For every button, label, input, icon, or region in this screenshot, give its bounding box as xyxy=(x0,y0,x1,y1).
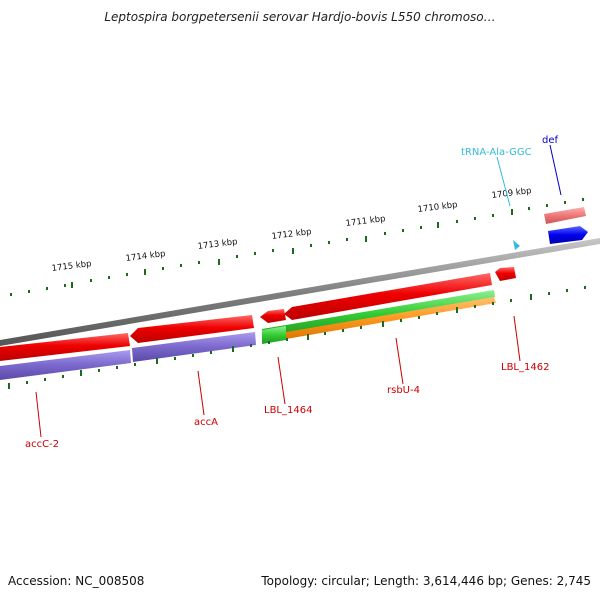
feature-orange-bar[interactable] xyxy=(286,297,496,339)
feature-def-arrow[interactable] xyxy=(548,226,588,244)
scale-labels: 1715 kbp 1714 kbp 1713 kbp 1712 kbp 1711… xyxy=(51,186,532,274)
inner-scale-dots xyxy=(8,286,586,389)
feature-LBL_1464-arrow[interactable] xyxy=(260,309,286,323)
accession-text: Accession: NC_008508 xyxy=(8,574,145,588)
feature-labels: accC-2 accA LBL_1464 rsbU-4 LBL_1462 tRN… xyxy=(25,135,559,450)
feature-LBL_1462-arrow[interactable] xyxy=(495,267,516,281)
scale-label-1713: 1713 kbp xyxy=(197,237,238,252)
leader-lines xyxy=(35,144,562,438)
feature-accC-2-gene[interactable] xyxy=(0,350,131,380)
trna-marker[interactable] xyxy=(513,240,520,250)
scale-label-1712: 1712 kbp xyxy=(271,227,312,242)
topology-summary: Topology: circular; Length: 3,614,446 bp… xyxy=(261,574,591,588)
map-title: Leptospira borgpetersenii serovar Hardjo… xyxy=(104,10,496,24)
feature-accC-2-arrow[interactable] xyxy=(0,333,130,361)
chromosome-backbone xyxy=(0,238,600,346)
label-LBL_1464: LBL_1464 xyxy=(264,405,312,416)
label-rsbU-4: rsbU-4 xyxy=(387,385,420,396)
feature-rsbU-4-arrow[interactable] xyxy=(284,273,492,320)
scale-label-1714: 1714 kbp xyxy=(125,249,166,264)
feature-pink-block[interactable] xyxy=(544,207,586,224)
feature-green-bar[interactable] xyxy=(262,290,495,337)
scale-label-1709: 1709 kbp xyxy=(491,186,532,201)
scale-label-1715: 1715 kbp xyxy=(51,259,92,274)
scale-label-1711: 1711 kbp xyxy=(345,214,386,229)
feature-accA-gene[interactable] xyxy=(132,332,256,362)
label-accA: accA xyxy=(194,417,218,428)
label-def: def xyxy=(542,135,559,146)
label-tRNA-Ala-GGC: tRNA-Ala-GGC xyxy=(461,147,532,158)
feature-accA-arrow[interactable] xyxy=(130,315,254,343)
label-accC-2: accC-2 xyxy=(25,439,59,450)
label-LBL_1462: LBL_1462 xyxy=(501,362,549,373)
scale-label-1710: 1710 kbp xyxy=(417,200,458,215)
outer-scale-dots xyxy=(10,198,584,296)
feature-green-stub[interactable] xyxy=(262,326,286,344)
